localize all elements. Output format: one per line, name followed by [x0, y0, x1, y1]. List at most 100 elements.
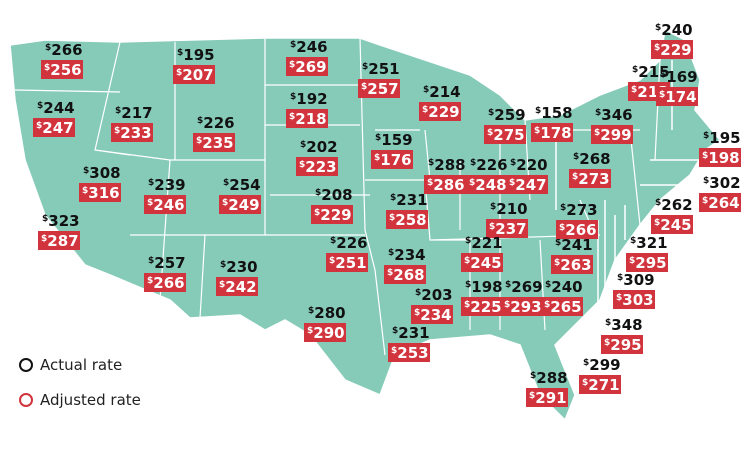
actual-rate: $288: [530, 369, 568, 387]
actual-rate: $280: [308, 304, 346, 322]
actual-rate: $254: [223, 176, 261, 194]
actual-rate: $221: [465, 234, 503, 252]
adjusted-box: [33, 118, 75, 137]
actual-rate: $198: [465, 278, 503, 296]
actual-rate: $273: [560, 201, 598, 219]
actual-rate: $226: [470, 156, 508, 174]
actual-rate: $208: [315, 186, 353, 204]
adjusted-rate: $256: [44, 61, 82, 79]
adjusted-box: [651, 40, 693, 59]
adjusted-box: [551, 255, 593, 274]
actual-rate: $321: [630, 234, 668, 252]
adjusted-rate: $258: [389, 211, 427, 229]
actual-rate: $246: [290, 38, 328, 56]
adjusted-box: [526, 388, 568, 407]
adjusted-rate: $246: [147, 196, 185, 214]
adjusted-rate: $293: [504, 298, 542, 316]
adjusted-box: [541, 297, 583, 316]
actual-rate: $159: [375, 131, 413, 149]
adjusted-box: [531, 123, 573, 142]
adjusted-box: [484, 125, 526, 144]
adjusted-rate: $218: [289, 110, 327, 128]
adjusted-box: [461, 297, 503, 316]
adjusted-rate: $273: [572, 170, 610, 188]
adjusted-box: [358, 79, 400, 98]
adjusted-rate: $223: [299, 158, 337, 176]
actual-rate: $195: [177, 46, 215, 64]
adjusted-box: [486, 219, 528, 238]
actual-rate: $226: [197, 114, 235, 132]
actual-rate: $240: [545, 278, 583, 296]
adjusted-rate: $176: [374, 151, 412, 169]
adjusted-rate: $268: [387, 266, 425, 284]
adjusted-box: [569, 169, 611, 188]
adjusted-rate: $253: [391, 344, 429, 362]
adjusted-box: [591, 125, 633, 144]
adjusted-box: [384, 265, 426, 284]
adjusted-box: [411, 305, 453, 324]
adjusted-rate: $290: [307, 324, 345, 342]
actual-rate: $231: [390, 191, 428, 209]
actual-rate: $323: [42, 212, 80, 230]
adjusted-rate: $237: [489, 220, 527, 238]
legend-actual: Actual rate: [40, 356, 122, 374]
adjusted-rate: $249: [222, 196, 260, 214]
adjusted-box: [506, 175, 548, 194]
adjusted-rate: $287: [41, 232, 79, 250]
adjusted-rate: $257: [361, 80, 399, 98]
actual-rate: $215: [632, 63, 670, 81]
adjusted-rate: $229: [654, 41, 692, 59]
adjusted-rate: $275: [487, 126, 525, 144]
adjusted-box: [386, 210, 428, 229]
adjusted-rate: $207: [176, 66, 214, 84]
adjusted-rate: $291: [529, 389, 567, 407]
adjusted-rate: $299: [594, 126, 632, 144]
adjusted-rate: $225: [464, 298, 502, 316]
adjusted-rate: $266: [147, 274, 185, 292]
adjusted-rate: $303: [616, 291, 654, 309]
adjusted-box: [579, 375, 621, 394]
adjusted-box: [304, 323, 346, 342]
adjusted-box: [424, 175, 466, 194]
adjusted-rate: $295: [604, 336, 642, 354]
adjusted-rate: $198: [702, 149, 740, 167]
adjusted-box: [173, 65, 215, 84]
adjusted-rate: $263: [554, 256, 592, 274]
actual-rate: $262: [655, 196, 693, 214]
actual-rate: $259: [488, 106, 526, 124]
actual-rate: $288: [428, 156, 466, 174]
adjusted-box: [699, 148, 741, 167]
actual-rate: $268: [573, 150, 611, 168]
adjusted-rate: $316: [82, 184, 120, 202]
actual-rate: $234: [388, 246, 426, 264]
adjusted-box: [286, 57, 328, 76]
adjusted-rate: $178: [534, 124, 572, 142]
adjusted-rate: $174: [659, 88, 697, 106]
adjusted-box: [699, 193, 741, 212]
adjusted-box: [466, 175, 508, 194]
actual-rate: $169: [660, 68, 698, 86]
actual-rate: $240: [655, 21, 693, 39]
adjusted-box: [216, 277, 258, 296]
actual-rate: $195: [703, 129, 741, 147]
actual-rate: $192: [290, 90, 328, 108]
adjusted-box: [38, 231, 80, 250]
adjusted-rate: $248: [469, 176, 507, 194]
actual-rate: $239: [148, 176, 186, 194]
actual-rate: $210: [490, 200, 528, 218]
adjusted-box: [144, 195, 186, 214]
adjusted-box: [311, 205, 353, 224]
adjusted-box: [111, 123, 153, 142]
actual-rate: $220: [510, 156, 548, 174]
actual-rate: $217: [115, 104, 153, 122]
adjusted-rate: $245: [464, 254, 502, 272]
actual-rate: $214: [423, 83, 461, 101]
actual-rate: $158: [535, 104, 573, 122]
legend-icon-adjusted: [19, 393, 33, 407]
legend-adjusted: Adjusted rate: [40, 391, 141, 409]
adjusted-box: [601, 335, 643, 354]
adjusted-box: [371, 150, 413, 169]
adjusted-rate: $266: [559, 221, 597, 239]
adjusted-rate: $229: [422, 103, 460, 121]
adjusted-rate: $271: [582, 376, 620, 394]
